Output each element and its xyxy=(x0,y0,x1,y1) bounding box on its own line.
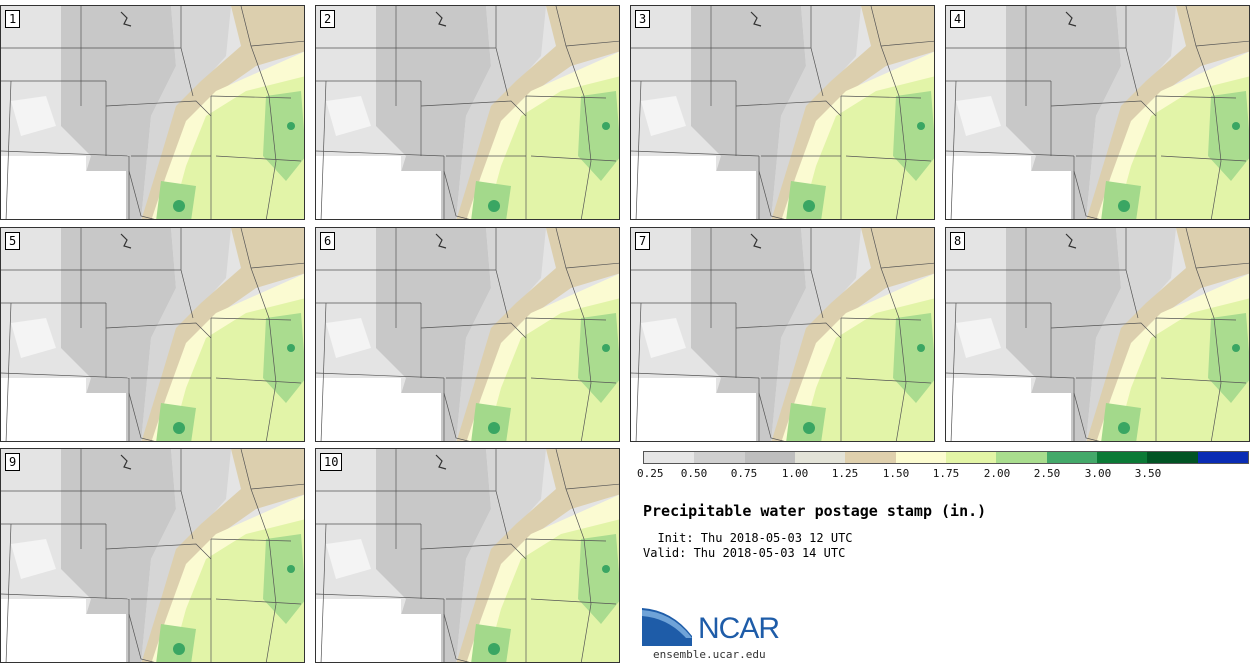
legend-tick-label: 1.50 xyxy=(882,467,910,480)
member-map-panel-7: 7 xyxy=(630,227,935,442)
legend-swatch xyxy=(845,452,896,463)
legend-swatch xyxy=(945,452,997,463)
legend-swatch xyxy=(644,452,695,463)
member-number-label: 9 xyxy=(5,453,21,471)
member-map-panel-2: 2 xyxy=(315,5,620,220)
init-time: Init: Thu 2018-05-03 12 UTC xyxy=(643,531,853,545)
legend-swatch xyxy=(1096,452,1148,463)
color-legend: 0.25 0.50 0.75 1.00 1.25 1.50 1.75 2.00 2.50 3.00… xyxy=(637,451,1249,480)
member-map-panel-1: 1 xyxy=(0,5,305,220)
legend-tick-label: 2.00 xyxy=(983,467,1011,480)
precipitable-water-map xyxy=(1,6,304,219)
legend-swatch xyxy=(1147,452,1198,463)
logo-url: ensemble.ucar.edu xyxy=(653,648,766,661)
legend-swatch xyxy=(1046,452,1097,463)
color-scale-bar xyxy=(643,451,1249,464)
figure-title: Precipitable water postage stamp (in.) xyxy=(643,502,987,520)
legend-tick-label: 0.75 xyxy=(730,467,758,480)
ncar-logo-text: NCAR xyxy=(698,612,780,645)
legend-tick-label: 0.25 xyxy=(637,467,664,480)
ncar-swoosh-icon xyxy=(642,608,692,646)
legend-swatch xyxy=(996,452,1047,463)
member-number-label: 5 xyxy=(5,232,21,250)
legend-tick-label: 1.00 xyxy=(781,467,809,480)
precipitable-water-map xyxy=(316,449,619,662)
member-map-panel-5: 5 xyxy=(0,227,305,442)
precipitable-water-map xyxy=(1,449,304,662)
precipitable-water-map xyxy=(946,228,1249,441)
valid-time: Valid: Thu 2018-05-03 14 UTC xyxy=(643,546,846,560)
member-map-panel-6: 6 xyxy=(315,227,620,442)
color-scale-ticks: 0.25 0.50 0.75 1.00 1.25 1.50 1.75 2.00 2.50 3.00… xyxy=(637,464,1249,480)
legend-swatch xyxy=(1197,452,1248,463)
member-number-label: 2 xyxy=(320,10,336,28)
precipitable-water-map xyxy=(316,6,619,219)
member-map-panel-3: 3 xyxy=(630,5,935,220)
precipitable-water-map xyxy=(946,6,1249,219)
member-number-label: 7 xyxy=(635,232,651,250)
ncar-logo: NCAR ensemble.ucar.edu xyxy=(642,606,792,661)
member-number-label: 1 xyxy=(5,10,21,28)
member-number-label: 8 xyxy=(950,232,966,250)
precipitable-water-map xyxy=(631,6,934,219)
legend-tick-label: 2.50 xyxy=(1033,467,1061,480)
precipitable-water-map xyxy=(1,228,304,441)
legend-tick-label: 3.00 xyxy=(1084,467,1112,480)
legend-swatch xyxy=(895,452,946,463)
legend-tick-label: 1.75 xyxy=(932,467,960,480)
member-map-panel-4: 4 xyxy=(945,5,1250,220)
member-number-label: 6 xyxy=(320,232,336,250)
legend-tick-label: 3.50 xyxy=(1134,467,1162,480)
legend-swatch xyxy=(744,452,795,463)
member-map-panel-8: 8 xyxy=(945,227,1250,442)
precipitable-water-map xyxy=(316,228,619,441)
member-map-panel-9: 9 xyxy=(0,448,305,663)
member-number-label: 3 xyxy=(635,10,651,28)
legend-swatch xyxy=(794,452,846,463)
member-map-panel-10: 10 xyxy=(315,448,620,663)
legend-tick-label: 0.50 xyxy=(680,467,708,480)
member-number-label: 4 xyxy=(950,10,966,28)
member-number-label: 10 xyxy=(320,453,343,471)
precipitable-water-map xyxy=(631,228,934,441)
legend-swatch xyxy=(694,452,745,463)
legend-tick-label: 1.25 xyxy=(831,467,859,480)
